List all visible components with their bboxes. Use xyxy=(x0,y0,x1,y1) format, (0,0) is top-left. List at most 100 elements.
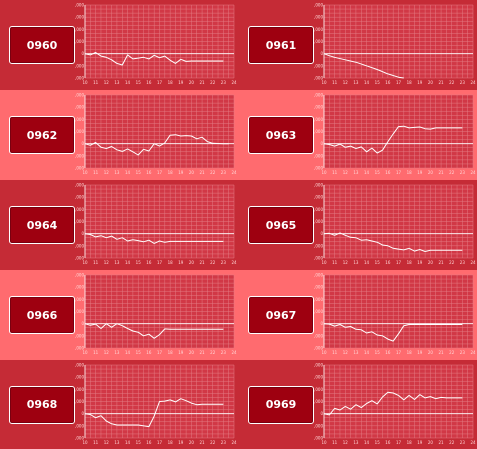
x-tick-label: 13 xyxy=(353,440,359,445)
x-tick-label: 10 xyxy=(321,260,327,265)
x-tick-label: 23 xyxy=(221,80,227,85)
x-tick-label: 12 xyxy=(343,440,349,445)
x-tick-label: 21 xyxy=(439,80,445,85)
x-tick-label: 17 xyxy=(157,80,163,85)
x-tick-label: 17 xyxy=(157,440,163,445)
x-tick-label: 15 xyxy=(375,350,381,355)
x-tick-label: 13 xyxy=(114,170,120,175)
x-tick-label: 24 xyxy=(231,170,237,175)
x-tick-label: 15 xyxy=(375,260,381,265)
series-line xyxy=(84,233,224,244)
chart-id-button[interactable]: 0964 xyxy=(9,206,75,244)
y-tick-label: 0 xyxy=(320,141,323,146)
x-tick-label: 10 xyxy=(82,80,88,85)
x-tick-label: 14 xyxy=(364,170,370,175)
x-tick-label: 24 xyxy=(231,350,237,355)
x-tick-label: 18 xyxy=(407,80,413,85)
x-tick-label: 16 xyxy=(146,170,152,175)
x-tick-label: 14 xyxy=(125,170,131,175)
chart-cell: 0963 12,000 9,000 6,000 3,000 0 -3,000 -6,00010… xyxy=(239,90,477,180)
x-tick-label: 10 xyxy=(82,170,88,175)
x-tick-label: 20 xyxy=(189,80,195,85)
x-tick-label: 18 xyxy=(168,440,174,445)
x-tick-label: 17 xyxy=(396,440,402,445)
y-tick-label: 6,000 xyxy=(75,207,84,212)
chart-id-button[interactable]: 0969 xyxy=(248,385,314,424)
x-tick-label: 22 xyxy=(210,80,216,85)
x-tick-label: 16 xyxy=(385,80,391,85)
x-tick-label: 19 xyxy=(417,170,423,175)
x-tick-label: 16 xyxy=(146,440,152,445)
x-tick-label: 19 xyxy=(178,80,184,85)
chart-row: 096812,0009,0006,0003,0000-3,000-6,00010… xyxy=(0,360,477,449)
y-tick-label: -3,000 xyxy=(75,243,84,248)
y-tick-label: 0 xyxy=(320,321,323,326)
chart-cell: 0960 12,000 9,000 6,000 3,000 0 -3,000 -6,00010… xyxy=(0,0,238,90)
chart-id-button[interactable]: 0968 xyxy=(9,385,75,424)
chart-id-button[interactable]: 0966 xyxy=(9,296,75,334)
x-tick-label: 24 xyxy=(470,80,476,85)
y-tick-label: 12,000 xyxy=(314,93,323,98)
chart-id-button[interactable]: 0962 xyxy=(9,116,75,154)
x-tick-label: 24 xyxy=(231,440,237,445)
x-tick-label: 21 xyxy=(439,350,445,355)
x-tick-label: 20 xyxy=(189,170,195,175)
x-tick-label: 18 xyxy=(168,80,174,85)
x-tick-label: 20 xyxy=(189,350,195,355)
y-tick-label: -3,000 xyxy=(314,153,323,158)
x-tick-label: 11 xyxy=(332,440,338,445)
x-tick-label: 12 xyxy=(104,80,110,85)
x-tick-label: 19 xyxy=(417,80,423,85)
y-tick-label: -3,000 xyxy=(314,243,323,248)
x-tick-label: 18 xyxy=(168,170,174,175)
x-tick-label: 19 xyxy=(178,260,184,265)
y-tick-label: 0 xyxy=(320,411,323,416)
x-tick-label: 24 xyxy=(470,170,476,175)
y-tick-label: 9,000 xyxy=(314,15,323,20)
y-tick-label: 6,000 xyxy=(314,207,323,212)
chart-id-button[interactable]: 0960 xyxy=(9,26,75,64)
x-tick-label: 13 xyxy=(114,80,120,85)
y-tick-label: 9,000 xyxy=(314,105,323,110)
chart-id-button[interactable]: 0967 xyxy=(248,296,314,334)
x-tick-label: 12 xyxy=(104,260,110,265)
x-tick-label: 20 xyxy=(428,170,434,175)
y-tick-label: 12,000 xyxy=(75,3,84,8)
x-tick-label: 11 xyxy=(93,80,99,85)
x-tick-label: 13 xyxy=(353,170,359,175)
x-tick-label: 15 xyxy=(375,80,381,85)
x-tick-label: 23 xyxy=(460,260,466,265)
y-tick-label: 6,000 xyxy=(314,117,323,122)
chart-id-button[interactable]: 0963 xyxy=(248,116,314,154)
chart-cell: 0967 12,000 9,000 6,000 3,000 0 -3,000 -6,00010… xyxy=(239,270,477,360)
x-tick-label: 23 xyxy=(460,350,466,355)
x-tick-label: 24 xyxy=(231,80,237,85)
y-tick-label: 3,000 xyxy=(314,219,323,224)
chart-cell: 0968 12,000 9,000 6,000 3,000 0 -3,000 -6,00010… xyxy=(0,360,238,449)
y-tick-label: 9,000 xyxy=(314,195,323,200)
y-tick-label: -6,000 xyxy=(314,256,323,261)
y-tick-label: 6,000 xyxy=(314,387,323,392)
chart-id-button[interactable]: 0965 xyxy=(248,206,314,244)
y-tick-label: 12,000 xyxy=(75,273,84,278)
x-tick-label: 22 xyxy=(210,170,216,175)
y-tick-label: 12,000 xyxy=(75,93,84,98)
series-line xyxy=(84,398,224,428)
chart-cell: 0966 12,000 9,000 6,000 3,000 0 -3,000 -6,00010… xyxy=(0,270,238,360)
x-tick-label: 11 xyxy=(332,350,338,355)
x-tick-label: 15 xyxy=(136,260,142,265)
y-tick-label: 6,000 xyxy=(75,297,84,302)
y-tick-label: -3,000 xyxy=(75,423,84,428)
x-tick-label: 11 xyxy=(93,350,99,355)
x-tick-label: 14 xyxy=(364,440,370,445)
x-tick-label: 11 xyxy=(93,170,99,175)
x-tick-label: 21 xyxy=(439,260,445,265)
x-tick-label: 19 xyxy=(178,350,184,355)
x-tick-label: 22 xyxy=(449,80,455,85)
x-tick-label: 14 xyxy=(364,260,370,265)
chart-id-button[interactable]: 0961 xyxy=(248,26,314,64)
x-tick-label: 15 xyxy=(136,350,142,355)
